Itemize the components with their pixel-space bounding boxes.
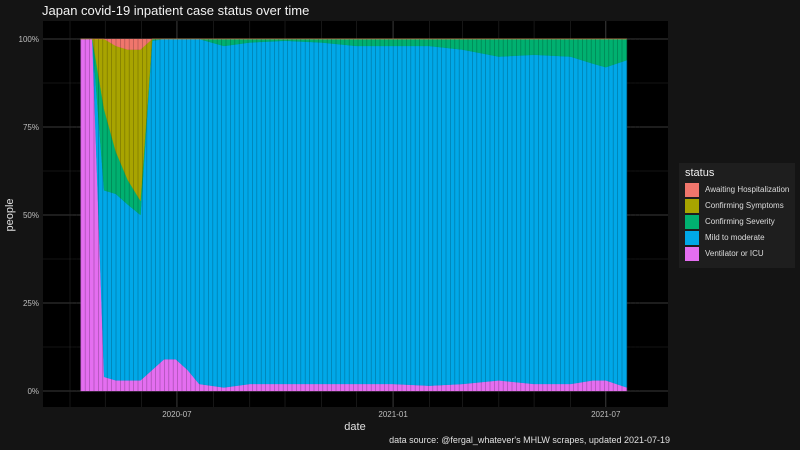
y-tick-label: 25% [23, 299, 39, 308]
y-tick-label: 100% [19, 35, 39, 44]
legend: status Awaiting Hospitalization Confirmin… [679, 163, 795, 268]
x-axis-title: date [344, 421, 365, 433]
legend-item: Confirming Symptoms [685, 199, 795, 213]
legend-swatch [685, 199, 699, 213]
legend-item: Awaiting Hospitalization [685, 183, 795, 197]
legend-swatch [685, 215, 699, 229]
legend-item: Ventilator or ICU [685, 247, 795, 261]
legend-label: Mild to moderate [705, 233, 765, 242]
area-awaiting-hospitalization [80, 38, 627, 50]
legend-label: Confirming Symptoms [705, 201, 784, 210]
y-axis-title: people [4, 198, 16, 231]
x-tick-label: 2021-01 [378, 410, 408, 419]
legend-swatch [685, 183, 699, 197]
legend-label: Ventilator or ICU [705, 249, 764, 258]
x-tick-label: 2020-07 [162, 410, 192, 419]
y-tick-label: 75% [23, 123, 39, 132]
chart-title: Japan covid-19 inpatient case status ove… [42, 3, 310, 18]
legend-label: Awaiting Hospitalization [705, 185, 790, 194]
x-tick-label: 2021-07 [591, 410, 621, 419]
y-tick-label: 50% [23, 211, 39, 220]
legend-swatch [685, 231, 699, 245]
legend-title: status [685, 167, 715, 179]
legend-item: Mild to moderate [685, 231, 795, 245]
legend-item: Confirming Severity [685, 215, 795, 229]
legend-label: Confirming Severity [705, 217, 775, 226]
caption: data source: @fergal_whatever's MHLW scr… [389, 435, 670, 445]
y-tick-label: 0% [27, 387, 39, 396]
legend-swatch [685, 247, 699, 261]
